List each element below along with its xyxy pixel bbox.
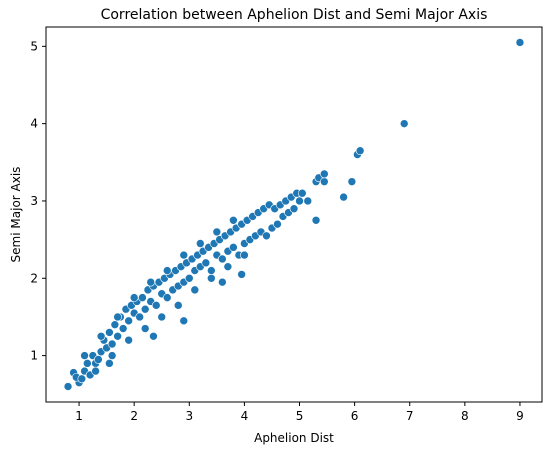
- data-point: [113, 312, 122, 322]
- data-point: [113, 331, 122, 341]
- data-point: [140, 304, 150, 314]
- data-point: [83, 359, 92, 368]
- data-point: [347, 177, 357, 186]
- data-point: [146, 277, 156, 287]
- data-point: [157, 312, 167, 322]
- data-point: [320, 177, 329, 186]
- x-axis-label: Aphelion Dist: [254, 431, 334, 445]
- y-tick-label: 1: [30, 349, 38, 363]
- data-point: [110, 320, 120, 329]
- data-point: [297, 188, 307, 198]
- x-axis: 1 2 3 4 5 6 7 8 9: [75, 402, 524, 423]
- points-layer: [63, 38, 525, 391]
- data-point: [179, 316, 189, 326]
- data-point: [162, 266, 172, 275]
- data-point: [118, 324, 128, 333]
- data-point: [149, 331, 158, 341]
- y-axis-label: Semi Major Axis: [9, 167, 23, 263]
- data-point: [229, 243, 238, 252]
- data-point: [311, 215, 321, 225]
- data-point: [399, 119, 409, 128]
- data-point: [190, 285, 200, 295]
- x-tick-label: 2: [130, 409, 138, 423]
- data-point: [262, 231, 271, 241]
- data-point: [77, 374, 87, 384]
- x-tick-label: 7: [406, 409, 414, 423]
- data-point: [223, 262, 233, 271]
- data-point: [173, 301, 183, 310]
- data-point: [184, 273, 194, 283]
- data-point: [96, 331, 106, 341]
- x-tick-label: 6: [351, 409, 359, 423]
- data-point: [135, 312, 144, 322]
- data-point: [295, 196, 304, 206]
- chart-title: Correlation between Aphelion Dist and Se…: [101, 7, 488, 23]
- data-point: [273, 219, 282, 229]
- data-point: [105, 359, 114, 368]
- data-point: [303, 196, 313, 206]
- data-point: [63, 382, 73, 391]
- data-point: [212, 227, 222, 237]
- data-point: [138, 293, 147, 302]
- data-point: [196, 239, 205, 248]
- data-point: [107, 339, 117, 349]
- y-axis: 1 2 3 4 5: [30, 39, 46, 363]
- data-point: [140, 324, 150, 333]
- data-point: [129, 293, 139, 302]
- data-point: [237, 270, 246, 279]
- data-point: [289, 204, 299, 214]
- data-point: [201, 258, 211, 268]
- x-tick-label: 8: [461, 409, 469, 423]
- x-tick-label: 3: [185, 409, 193, 423]
- data-point: [240, 250, 249, 260]
- x-tick-label: 4: [241, 409, 249, 423]
- y-tick-label: 2: [30, 271, 38, 285]
- data-point: [151, 301, 161, 310]
- data-point: [124, 335, 133, 345]
- plot-frame: [45, 26, 543, 403]
- data-point: [105, 328, 114, 337]
- data-point: [218, 254, 227, 264]
- data-point: [124, 316, 133, 326]
- x-tick-label: 1: [75, 409, 83, 423]
- data-point: [207, 266, 216, 275]
- data-point: [207, 273, 216, 283]
- data-point: [162, 293, 172, 302]
- y-tick-label: 3: [30, 194, 38, 208]
- data-point: [179, 250, 189, 260]
- data-point: [94, 355, 103, 364]
- x-tick-label: 9: [516, 409, 524, 423]
- x-tick-label: 5: [296, 409, 304, 423]
- data-point: [515, 38, 525, 47]
- data-point: [355, 146, 365, 156]
- data-point: [107, 351, 117, 360]
- data-point: [80, 351, 89, 360]
- data-point: [229, 215, 238, 225]
- data-point: [320, 169, 329, 179]
- y-tick-label: 5: [30, 39, 38, 53]
- data-point: [339, 192, 348, 202]
- data-point: [218, 277, 227, 287]
- data-point: [91, 366, 100, 376]
- y-tick-label: 4: [30, 117, 38, 131]
